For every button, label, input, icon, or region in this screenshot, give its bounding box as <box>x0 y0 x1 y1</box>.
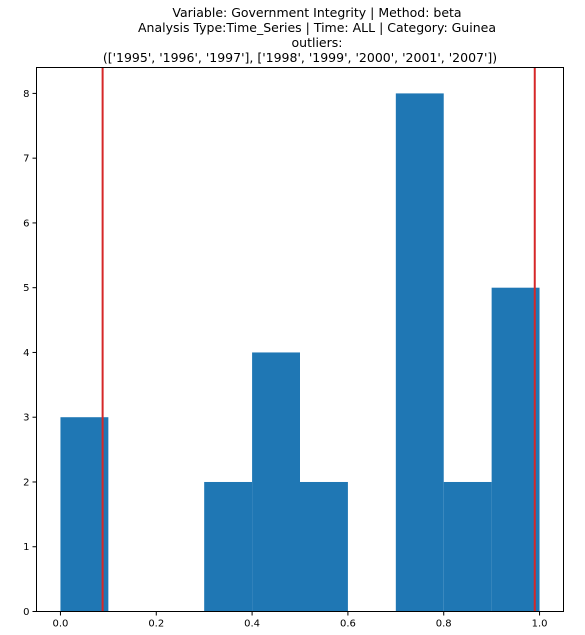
y-tick-label: 1 <box>23 542 29 553</box>
y-tick-label: 8 <box>23 89 29 100</box>
x-tick-label: 0.8 <box>436 619 452 630</box>
plot-frame <box>36 67 564 612</box>
x-axis: 0.0 0.2 0.4 0.6 0.8 1.0 <box>53 611 548 630</box>
y-axis: 0 1 2 3 4 5 6 7 8 <box>23 89 37 618</box>
y-tick-label: 7 <box>23 154 29 165</box>
y-tick-label: 3 <box>23 413 29 424</box>
title-line-2: Analysis Type:Time_Series | Time: ALL | … <box>138 20 496 35</box>
histogram-bar-9 <box>491 287 540 612</box>
x-tick-label: 0.0 <box>53 619 69 630</box>
histogram-bar-0 <box>60 417 109 612</box>
histogram-bar-4 <box>252 352 300 612</box>
histogram-bar-5 <box>300 481 348 612</box>
title-line-4: (['1995', '1996', '1997'], ['1998', '199… <box>103 50 497 65</box>
y-tick-label: 2 <box>23 477 29 488</box>
x-tick-label: 0.2 <box>148 619 164 630</box>
title-line-3: outliers: <box>292 35 343 50</box>
chart-title: Variable: Government Integrity | Method:… <box>103 5 497 65</box>
histogram-bars <box>60 93 540 612</box>
y-tick-label: 5 <box>23 283 29 294</box>
title-line-1: Variable: Government Integrity | Method:… <box>172 5 461 20</box>
x-tick-label: 0.4 <box>244 619 260 630</box>
histogram-bar-3 <box>204 481 253 612</box>
histogram-bar-7 <box>395 93 444 612</box>
y-tick-label: 4 <box>23 348 29 359</box>
outlier-threshold-lines <box>101 67 536 612</box>
y-tick-label: 0 <box>23 607 29 618</box>
y-tick-label: 6 <box>23 218 29 229</box>
histogram-bar-8 <box>443 481 492 612</box>
x-tick-label: 0.6 <box>340 619 356 630</box>
x-tick-label: 1.0 <box>532 619 548 630</box>
